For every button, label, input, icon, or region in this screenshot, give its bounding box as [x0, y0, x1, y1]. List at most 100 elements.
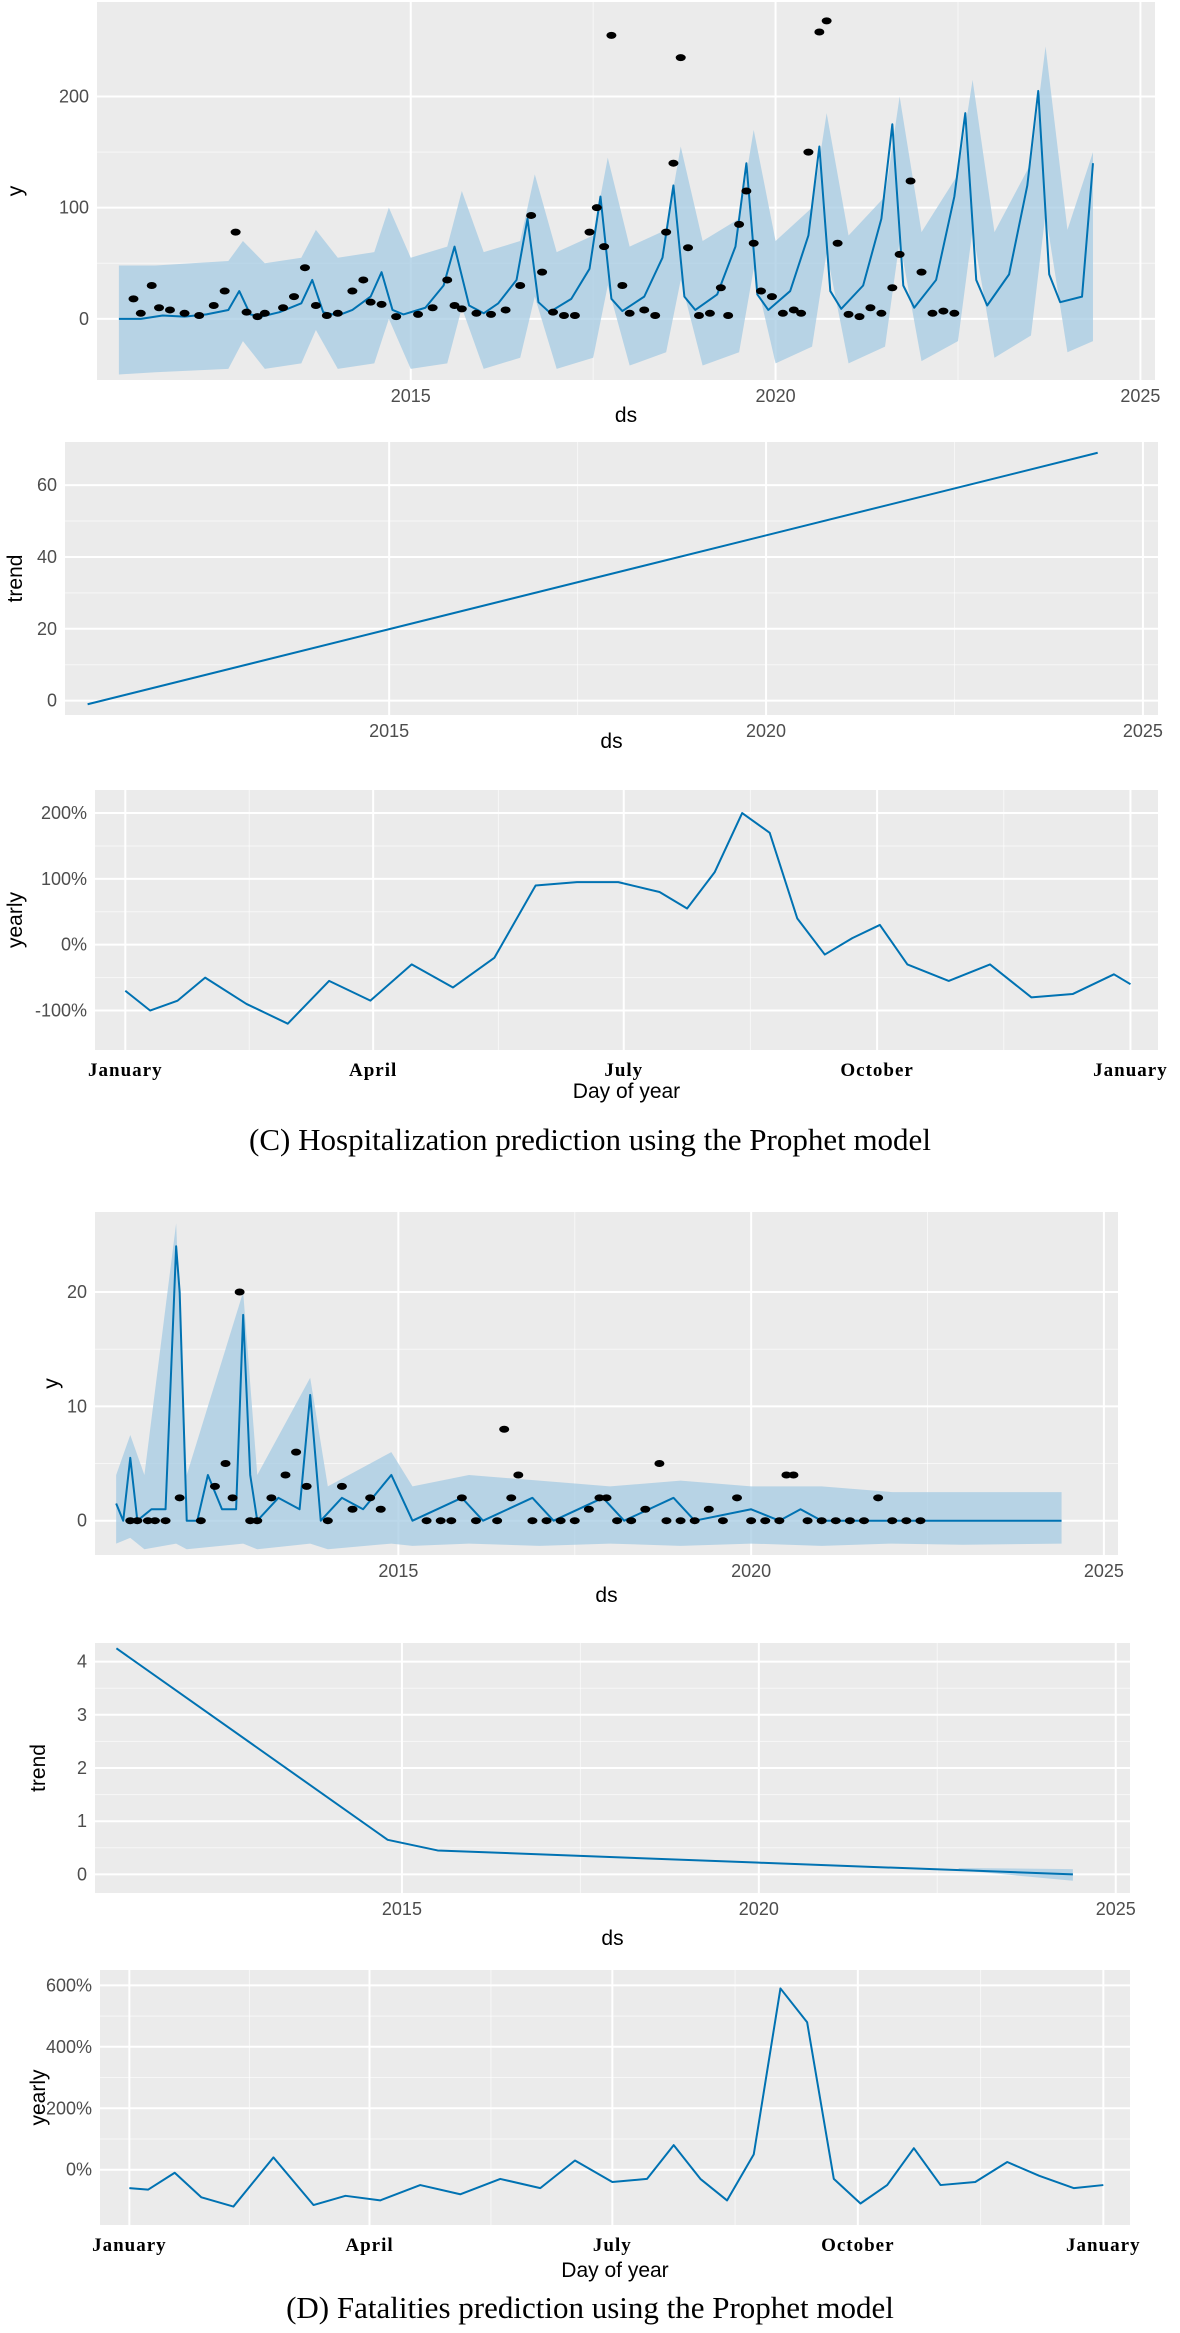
observed-point	[266, 1494, 277, 1502]
observed-point	[555, 1517, 566, 1525]
x-tick-label: July	[593, 2235, 632, 2256]
observed-point	[781, 1471, 792, 1479]
caption-hospitalization: (C) Hospitalization prediction using the…	[249, 1122, 931, 1157]
fatalities-trend-plot: 2015 2020 2025 0 1 2 3 4 ds trend	[27, 1643, 1136, 1950]
observed-point	[854, 313, 865, 321]
observed-point	[639, 306, 650, 314]
observed-point	[471, 309, 482, 317]
observed-point	[887, 284, 898, 292]
observed-point	[149, 1517, 160, 1525]
x-tick-label: 2025	[1096, 1899, 1136, 1919]
x-tick-label: October	[821, 2235, 894, 2256]
observed-point	[541, 1517, 552, 1525]
observed-point	[245, 1517, 256, 1525]
observed-point	[624, 309, 635, 317]
x-tick-label: 2015	[378, 1561, 418, 1581]
trend-line	[87, 451, 1098, 706]
observed-point	[301, 1482, 312, 1490]
observed-point	[252, 1517, 263, 1525]
y-tick-label: 0	[77, 1511, 87, 1531]
y-tick-label: 0%	[66, 2160, 92, 2180]
observed-point	[310, 302, 321, 310]
observed-point	[617, 282, 628, 289]
observed-point	[626, 1517, 637, 1525]
observed-point	[788, 1471, 799, 1479]
yearly-line	[129, 1987, 1104, 2208]
observed-point	[704, 309, 715, 317]
observed-point	[332, 309, 343, 317]
x-tick-label: January	[88, 1060, 163, 1081]
observed-point	[746, 1517, 757, 1525]
y-tick-label: 600%	[46, 1975, 92, 1995]
observed-point	[164, 306, 175, 314]
observed-point	[734, 220, 745, 228]
observed-point	[741, 187, 752, 195]
observed-point	[208, 302, 219, 310]
caption-fatalities: (D) Fatalities prediction using the Prop…	[286, 2290, 894, 2325]
y-tick-label: 0	[77, 1864, 87, 1884]
observed-point	[715, 284, 726, 292]
observed-point	[506, 1494, 517, 1502]
observed-point	[513, 1471, 524, 1479]
observed-point	[421, 1517, 432, 1525]
observed-point	[336, 1482, 347, 1490]
observed-point	[723, 312, 734, 320]
y-tick-label: -100%	[35, 1001, 87, 1021]
observed-point	[347, 1505, 358, 1513]
observed-point	[456, 305, 467, 313]
observed-point	[668, 159, 679, 167]
observed-point	[278, 304, 289, 312]
observed-point	[905, 177, 916, 185]
observed-point	[500, 306, 511, 314]
observed-point	[814, 28, 825, 36]
observed-point	[219, 287, 230, 295]
observed-point	[125, 1517, 136, 1525]
y-tick-label: 400%	[46, 2037, 92, 2057]
observed-point	[194, 312, 205, 320]
observed-point	[558, 312, 569, 320]
observed-point	[252, 313, 263, 321]
observed-point	[650, 312, 661, 320]
observed-point	[322, 1517, 333, 1525]
observed-point	[358, 276, 369, 284]
observed-point	[584, 228, 595, 236]
observed-point	[594, 1494, 605, 1502]
observed-point	[527, 1517, 538, 1525]
plot-panel	[100, 1970, 1130, 2225]
observed-point	[755, 287, 766, 295]
x-tick-label: January	[1093, 1060, 1168, 1081]
y-tick-label: 0	[79, 309, 89, 329]
observed-point	[683, 244, 694, 252]
hospitalization-yearly-plot: January April July October January -100% 0% 100…	[4, 790, 1168, 1103]
x-tick-label: 2025	[1123, 721, 1163, 741]
observed-point	[916, 268, 927, 276]
observed-point	[486, 310, 497, 318]
observed-point	[259, 309, 270, 317]
observed-point	[760, 1517, 771, 1525]
observed-point	[365, 1494, 376, 1502]
observed-point	[901, 1517, 912, 1525]
observed-point	[470, 1517, 481, 1525]
observed-point	[456, 1494, 467, 1502]
y-tick-label: 40	[37, 547, 57, 567]
x-axis-title: Day of year	[573, 1080, 680, 1103]
y-tick-label: 0	[47, 691, 57, 711]
observed-point	[796, 309, 807, 317]
x-tick-label: 2020	[746, 721, 786, 741]
observed-point	[606, 31, 617, 39]
x-tick-label: July	[604, 1060, 643, 1081]
observed-point	[174, 1494, 185, 1502]
y-axis-title: y	[40, 1378, 63, 1389]
forecast-line	[118, 89, 1094, 320]
y-axis-title: trend	[27, 1744, 50, 1792]
observed-point	[876, 309, 887, 317]
observed-point	[915, 1517, 926, 1525]
x-tick-label: 2020	[739, 1899, 779, 1919]
observed-point	[446, 1517, 457, 1525]
y-tick-label: 60	[37, 475, 57, 495]
observed-point	[640, 1505, 651, 1513]
observed-point	[583, 1505, 594, 1513]
y-tick-label: 20	[37, 619, 57, 639]
observed-point	[591, 204, 602, 212]
observed-point	[515, 282, 526, 289]
